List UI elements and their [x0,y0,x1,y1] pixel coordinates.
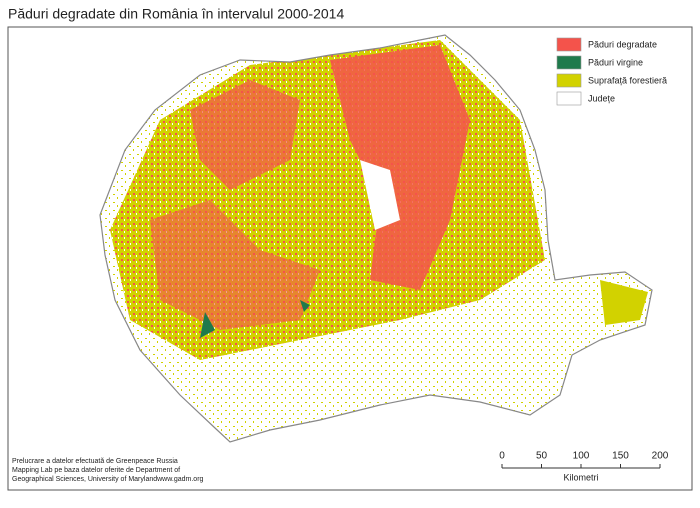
scale-tick-label: 200 [652,451,669,462]
scale-unit: Kilometri [563,472,598,482]
scale-tick-label: 100 [573,451,590,462]
legend-label: Suprafață forestieră [588,75,667,85]
map-title: Păduri degradate din România în interval… [8,6,344,22]
scale-tick-label: 50 [536,451,548,462]
legend: Păduri degradate Păduri virgine Suprafață … [556,37,667,106]
legend-swatch [556,37,582,52]
credit-line: Mapping Lab pe baza datelor oferite de D… [12,467,180,474]
legend-swatch [556,91,582,106]
scale-tick-label: 150 [612,451,629,462]
credits: Prelucrare a datelor efectuată de Greenp… [12,458,204,483]
legend-swatch [556,55,582,70]
legend-label: Județe [588,93,615,103]
scale-bar: 0 50 100 150 200 Kilometri [499,451,669,483]
legend-label: Păduri degradate [588,39,657,49]
legend-swatch [556,73,582,88]
romania-map [100,35,652,442]
scale-tick-label: 0 [499,451,505,462]
country-border [99,34,653,443]
credit-line: Geographical Sciences, University of Mar… [12,476,204,483]
legend-label: Păduri virgine [588,57,643,67]
credit-line: Prelucrare a datelor efectuată de Greenp… [12,458,178,465]
